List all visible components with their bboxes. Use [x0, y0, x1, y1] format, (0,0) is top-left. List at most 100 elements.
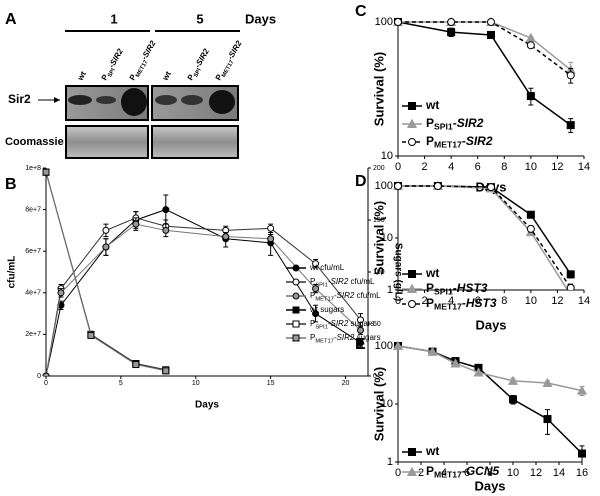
marker [57, 289, 65, 297]
panel-letter: E [355, 336, 366, 353]
label-part: wt [160, 70, 173, 83]
label: wt [425, 444, 439, 458]
marker [392, 340, 404, 350]
label-part: wt [75, 70, 88, 83]
label: PMET17-HST3 [426, 296, 497, 312]
label-part: P [310, 277, 315, 286]
label: wt [425, 266, 439, 280]
y-axis-label: Survival (%) [371, 201, 386, 275]
x-tick-label: 8 [487, 467, 493, 479]
label: PMET17-SIR2 cfu/mL [310, 291, 381, 302]
marker [102, 226, 110, 234]
label: PSPI1-SIR2 [426, 116, 484, 132]
marker [408, 138, 416, 146]
marker [357, 316, 365, 324]
row-label: Sir2 [8, 92, 31, 106]
marker [292, 306, 300, 314]
marker [450, 358, 461, 368]
label-part: cfu/mL [348, 277, 375, 286]
marker [162, 206, 170, 214]
label: PSPI1-HST3 [426, 281, 488, 297]
y2-tick-label: 150 [373, 217, 385, 224]
marker [42, 168, 50, 176]
label-part: SPI1 [434, 287, 453, 297]
y-tick-label: 1 [387, 284, 393, 296]
label-part: SPI1 [315, 324, 327, 330]
x-tick-label: 2 [422, 161, 428, 173]
label-part: P [426, 464, 434, 478]
plot-area [392, 340, 588, 462]
panel-letter: B [5, 176, 17, 193]
day-group: 1 [110, 11, 117, 26]
label-part: -SIR2 [328, 319, 349, 328]
marker [87, 331, 95, 339]
label: PSPI-SIR2 [100, 47, 127, 83]
row-label: Coomassie [5, 136, 64, 148]
marker [509, 395, 517, 404]
label-part: P [426, 116, 434, 130]
label: wt sugars [309, 305, 344, 314]
marker [566, 270, 575, 279]
x-tick-label: 8 [501, 161, 507, 173]
label-part: wt sugars [309, 305, 344, 314]
y-tick-label: 10 [381, 232, 393, 244]
label-part: wt [425, 98, 439, 112]
marker [566, 121, 575, 130]
marker [292, 292, 300, 300]
label: PMET17-SIR2 [128, 39, 160, 83]
x-tick-label: 12 [530, 467, 542, 479]
label-part: MET17 [315, 338, 334, 344]
marker [162, 226, 170, 234]
label: wt [75, 70, 88, 83]
y-tick-label: 100 [375, 16, 393, 28]
x-axis-label: Days [475, 317, 506, 332]
x-tick-label: 16 [576, 467, 588, 479]
marker [42, 372, 50, 376]
label-part: -SIR2 [334, 333, 355, 342]
label-part: SPI1 [315, 282, 327, 288]
marker [566, 283, 575, 290]
series-line [398, 185, 569, 290]
x-tick-label: 10 [525, 161, 537, 173]
series-line [45, 172, 166, 371]
band [121, 88, 147, 116]
marker [576, 385, 588, 395]
marker [292, 334, 300, 342]
x-tick-label: 10 [192, 380, 200, 387]
label-part: wt [425, 444, 439, 458]
days-label: Days [245, 11, 276, 26]
chart: B0 5 10 15 2002e+74e+76e+78e+71e+80501001502… [5, 165, 403, 411]
x-tick-label: 5 [119, 380, 123, 387]
band [155, 95, 177, 105]
label-part: P [310, 319, 315, 328]
marker [447, 18, 456, 26]
marker [526, 92, 535, 101]
panel-letter: A [5, 11, 17, 28]
marker [292, 278, 300, 286]
marker [578, 449, 586, 458]
label-part: P [186, 72, 197, 82]
y-tick-label: 100 [375, 340, 393, 352]
marker [408, 448, 416, 456]
x-tick-label: 10 [525, 295, 537, 307]
series-line [397, 345, 583, 455]
marker [406, 466, 418, 476]
day-group: 5 [196, 11, 203, 26]
marker [447, 28, 456, 37]
label-part: SPI [107, 67, 117, 78]
label-part: -SIR2 [334, 291, 355, 300]
marker [222, 233, 230, 241]
x-tick-label: 0 [44, 380, 48, 387]
label: PMET17-SIR2 sugars [310, 333, 381, 344]
label-part: MET17 [434, 470, 462, 480]
y-axis-label: cfu/mL [7, 256, 18, 289]
x-tick-label: 15 [267, 380, 275, 387]
marker [487, 183, 495, 192]
x-tick-label: 6 [475, 295, 481, 307]
plot-area [392, 16, 576, 133]
y-tick-label: 10 [381, 398, 393, 410]
blot [151, 125, 239, 159]
marker [408, 102, 416, 110]
